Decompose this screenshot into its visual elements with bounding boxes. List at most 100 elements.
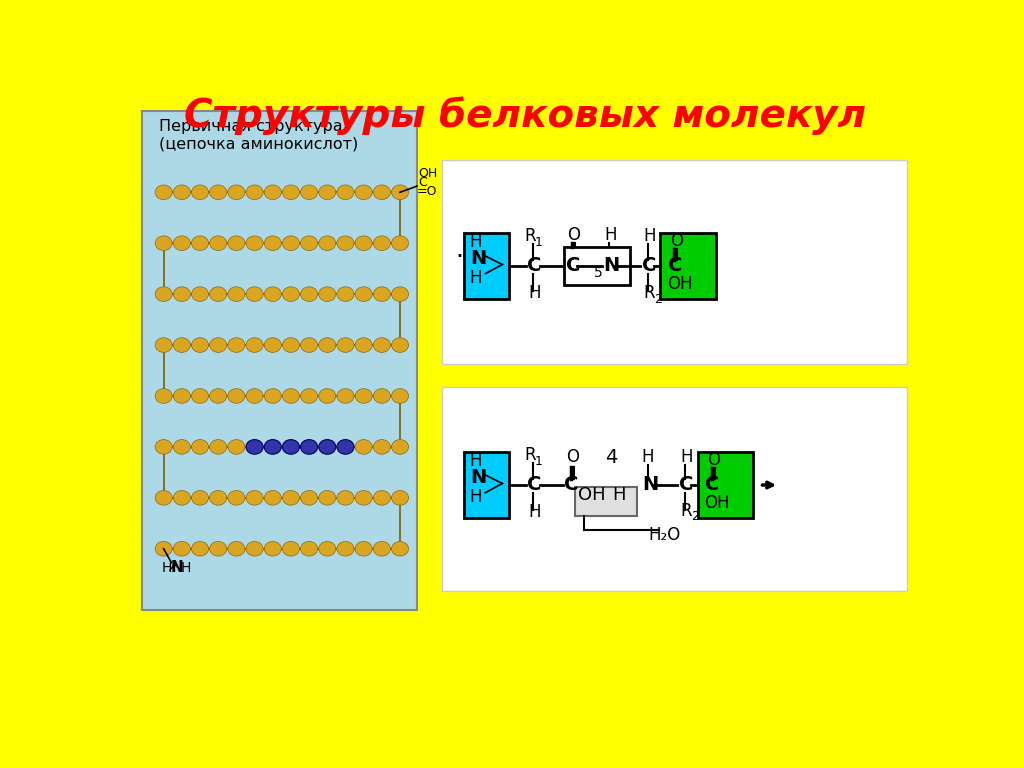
- Text: H: H: [528, 503, 541, 521]
- Ellipse shape: [210, 236, 226, 250]
- Text: N: N: [603, 257, 620, 276]
- Text: O: O: [567, 226, 581, 244]
- Ellipse shape: [355, 439, 372, 454]
- Ellipse shape: [355, 185, 372, 200]
- Ellipse shape: [246, 338, 263, 353]
- Text: C: C: [679, 475, 693, 495]
- Ellipse shape: [155, 389, 172, 403]
- Ellipse shape: [155, 491, 172, 505]
- Ellipse shape: [337, 338, 354, 353]
- Text: 2: 2: [654, 293, 663, 306]
- Bar: [442, 160, 907, 364]
- Ellipse shape: [301, 286, 317, 301]
- Ellipse shape: [318, 491, 336, 505]
- Ellipse shape: [228, 236, 245, 250]
- Text: 1: 1: [535, 236, 543, 249]
- Ellipse shape: [246, 541, 263, 556]
- Text: H: H: [470, 488, 482, 506]
- Ellipse shape: [173, 491, 190, 505]
- Text: H: H: [681, 448, 693, 466]
- Ellipse shape: [191, 286, 209, 301]
- Text: N: N: [171, 560, 183, 575]
- Text: 5: 5: [594, 266, 603, 280]
- Ellipse shape: [337, 389, 354, 403]
- Ellipse shape: [246, 389, 263, 403]
- Text: C: C: [527, 475, 542, 495]
- Ellipse shape: [210, 541, 226, 556]
- Ellipse shape: [173, 185, 190, 200]
- Ellipse shape: [301, 236, 317, 250]
- Text: N: N: [470, 250, 486, 269]
- Text: O: O: [670, 232, 683, 250]
- Text: H: H: [470, 452, 482, 470]
- Text: 4: 4: [604, 449, 617, 468]
- Ellipse shape: [283, 439, 299, 454]
- Ellipse shape: [318, 389, 336, 403]
- Ellipse shape: [246, 286, 263, 301]
- Ellipse shape: [210, 338, 226, 353]
- Ellipse shape: [318, 185, 336, 200]
- Text: Первичная структура
(цепочка аминокислот): Первичная структура (цепочка аминокислот…: [159, 119, 358, 151]
- Ellipse shape: [337, 491, 354, 505]
- Ellipse shape: [283, 236, 299, 250]
- Ellipse shape: [391, 338, 409, 353]
- Text: =O: =O: [417, 185, 437, 198]
- Text: C: C: [669, 257, 683, 276]
- Text: C: C: [564, 475, 579, 495]
- Ellipse shape: [155, 439, 172, 454]
- Text: OH: OH: [703, 494, 729, 512]
- Ellipse shape: [283, 286, 299, 301]
- Text: R: R: [643, 284, 655, 303]
- Text: C: C: [527, 257, 542, 276]
- Ellipse shape: [210, 491, 226, 505]
- Text: O: O: [707, 451, 720, 469]
- Text: H₂O: H₂O: [648, 526, 680, 545]
- Text: O: O: [566, 448, 579, 466]
- Text: ·: ·: [456, 246, 464, 270]
- Ellipse shape: [374, 185, 390, 200]
- Ellipse shape: [228, 541, 245, 556]
- Text: C: C: [418, 176, 427, 189]
- Ellipse shape: [191, 185, 209, 200]
- Ellipse shape: [173, 236, 190, 250]
- Ellipse shape: [191, 389, 209, 403]
- Ellipse shape: [264, 286, 282, 301]
- Ellipse shape: [283, 389, 299, 403]
- Ellipse shape: [228, 338, 245, 353]
- Ellipse shape: [228, 286, 245, 301]
- Ellipse shape: [264, 236, 282, 250]
- Text: H: H: [642, 448, 654, 466]
- Ellipse shape: [337, 541, 354, 556]
- Text: OH: OH: [667, 275, 692, 293]
- Ellipse shape: [246, 236, 263, 250]
- Ellipse shape: [374, 389, 390, 403]
- Text: 1: 1: [535, 455, 543, 468]
- Ellipse shape: [391, 389, 409, 403]
- Ellipse shape: [374, 491, 390, 505]
- Ellipse shape: [318, 541, 336, 556]
- Ellipse shape: [355, 286, 372, 301]
- Text: H: H: [180, 561, 191, 575]
- Ellipse shape: [210, 185, 226, 200]
- Ellipse shape: [374, 236, 390, 250]
- Text: R: R: [524, 446, 536, 465]
- Ellipse shape: [355, 541, 372, 556]
- Ellipse shape: [191, 491, 209, 505]
- Text: C: C: [642, 257, 656, 276]
- Text: R: R: [681, 502, 692, 520]
- Bar: [697, 452, 754, 518]
- Ellipse shape: [173, 389, 190, 403]
- Ellipse shape: [391, 541, 409, 556]
- Ellipse shape: [173, 439, 190, 454]
- Text: N: N: [470, 468, 486, 488]
- Ellipse shape: [283, 541, 299, 556]
- Ellipse shape: [264, 439, 282, 454]
- Ellipse shape: [374, 541, 390, 556]
- Ellipse shape: [264, 389, 282, 403]
- Ellipse shape: [337, 286, 354, 301]
- Ellipse shape: [301, 338, 317, 353]
- Ellipse shape: [301, 491, 317, 505]
- Ellipse shape: [155, 236, 172, 250]
- Text: R: R: [524, 227, 536, 246]
- Ellipse shape: [228, 491, 245, 505]
